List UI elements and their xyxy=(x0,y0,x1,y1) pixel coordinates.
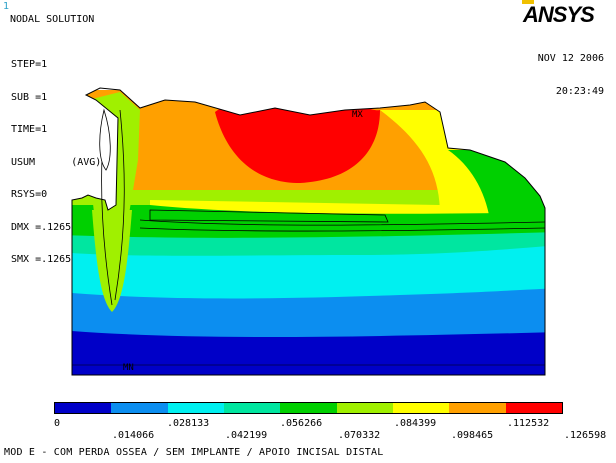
contour-bands xyxy=(72,90,545,375)
legend-band-7 xyxy=(392,403,450,413)
mucosa-line xyxy=(139,219,546,226)
model-outline xyxy=(71,87,546,376)
legend-label: .070332 xyxy=(338,430,381,441)
timestamp: NOV 12 2006 20:23:49 xyxy=(538,31,604,108)
info-rsys: RSYS=0 xyxy=(11,189,48,200)
legend-band-1 xyxy=(55,403,112,413)
legend-band-2 xyxy=(111,403,168,413)
info-step: STEP=1 xyxy=(11,59,48,70)
ansys-logo: ANSYS xyxy=(523,2,595,27)
window-number: 1 xyxy=(3,1,10,12)
legend-label: 0 xyxy=(54,418,61,429)
time-label: 20:23:49 xyxy=(555,86,604,97)
legend-label: .028133 xyxy=(167,418,210,429)
legend-band-6 xyxy=(336,403,393,413)
legend-band-4 xyxy=(223,403,281,413)
legend-label: .084399 xyxy=(394,418,437,429)
legend-band-3 xyxy=(167,403,224,413)
logo-accent xyxy=(522,0,534,4)
contour-legend-bar xyxy=(54,402,563,414)
info-smx: SMX =.126598 xyxy=(11,254,84,265)
max-marker: MX xyxy=(352,110,363,120)
solution-info: STEP=1 SUB =1 TIME=1 USUM (AVG) RSYS=0 D… xyxy=(11,37,101,276)
prosthesis-bar xyxy=(149,209,389,223)
mucosa-line-2 xyxy=(139,227,546,232)
legend-label: .098465 xyxy=(451,430,494,441)
info-time: TIME=1 xyxy=(11,124,48,135)
model-caption: MOD E - COM PERDA OSSEA / SEM IMPLANTE /… xyxy=(4,447,384,458)
min-marker: MN xyxy=(123,363,134,373)
date-label: NOV 12 2006 xyxy=(537,53,604,64)
info-dmx: DMX =.126598 xyxy=(11,221,84,233)
legend-label: .014066 xyxy=(112,430,155,441)
info-result-type: USUM (AVG) xyxy=(11,156,102,168)
root-line xyxy=(114,109,125,301)
legend-band-8 xyxy=(449,403,506,413)
plot-title: NODAL SOLUTION xyxy=(10,14,95,25)
legend-label: .056266 xyxy=(280,418,323,429)
canal-void xyxy=(99,108,111,171)
legend-label: .042199 xyxy=(225,430,268,441)
legend-label: .126598 xyxy=(564,430,607,441)
info-substep: SUB =1 xyxy=(11,91,48,103)
legend-band-5 xyxy=(280,403,337,413)
legend-band-9 xyxy=(505,403,562,413)
legend-label: .112532 xyxy=(507,418,550,429)
